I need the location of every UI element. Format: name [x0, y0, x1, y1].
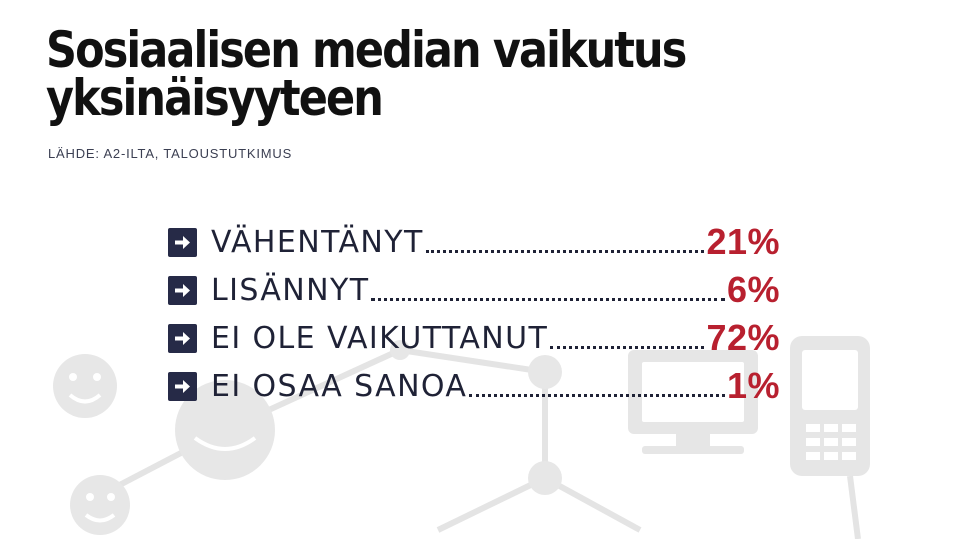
row-value: 21%: [706, 221, 780, 262]
mobile-phone-icon: [790, 336, 870, 476]
table-row: VÄHENTÄNYT 21%: [168, 218, 780, 266]
row-value: 72%: [706, 317, 780, 358]
dot-leader: [469, 394, 725, 397]
title-line-1: Sosiaalisen median vaikutus: [46, 21, 687, 79]
row-label: EI OLE VAIKUTTANUT: [211, 320, 549, 356]
row-value: 6%: [726, 269, 780, 310]
smiley-icon-1: [53, 354, 117, 418]
arrow-right-icon: [168, 323, 197, 353]
dot-leader: [425, 250, 705, 253]
dot-leader: [371, 298, 725, 301]
source-note: LÄHDE: A2-ILTA, TALOUSTUTKIMUS: [48, 146, 293, 161]
arrow-right-icon: [168, 227, 197, 257]
table-row: EI OSAA SANOA 1%: [168, 362, 780, 410]
arrow-right-icon: [168, 371, 197, 401]
page-title: Sosiaalisen median vaikutus yksinäisyyte…: [46, 21, 786, 127]
row-label: LISÄNNYT: [211, 272, 370, 308]
results-table: VÄHENTÄNYT 21% LISÄNNYT 6% EI OLE VAIKUT…: [168, 218, 780, 410]
row-label: VÄHENTÄNYT: [211, 224, 424, 260]
computer-monitor-icon: [628, 350, 758, 454]
smiley-icon-2: [175, 380, 275, 480]
table-row: EI OLE VAIKUTTANUT 72%: [168, 314, 780, 362]
row-value: 1%: [726, 365, 780, 406]
row-label: EI OSAA SANOA: [211, 368, 468, 404]
table-row: LISÄNNYT 6%: [168, 266, 780, 314]
arrow-right-icon: [168, 275, 197, 305]
title-line-2: yksinäisyyteen: [46, 69, 384, 127]
smiley-icon-3: [70, 475, 130, 535]
dot-leader: [550, 346, 705, 349]
